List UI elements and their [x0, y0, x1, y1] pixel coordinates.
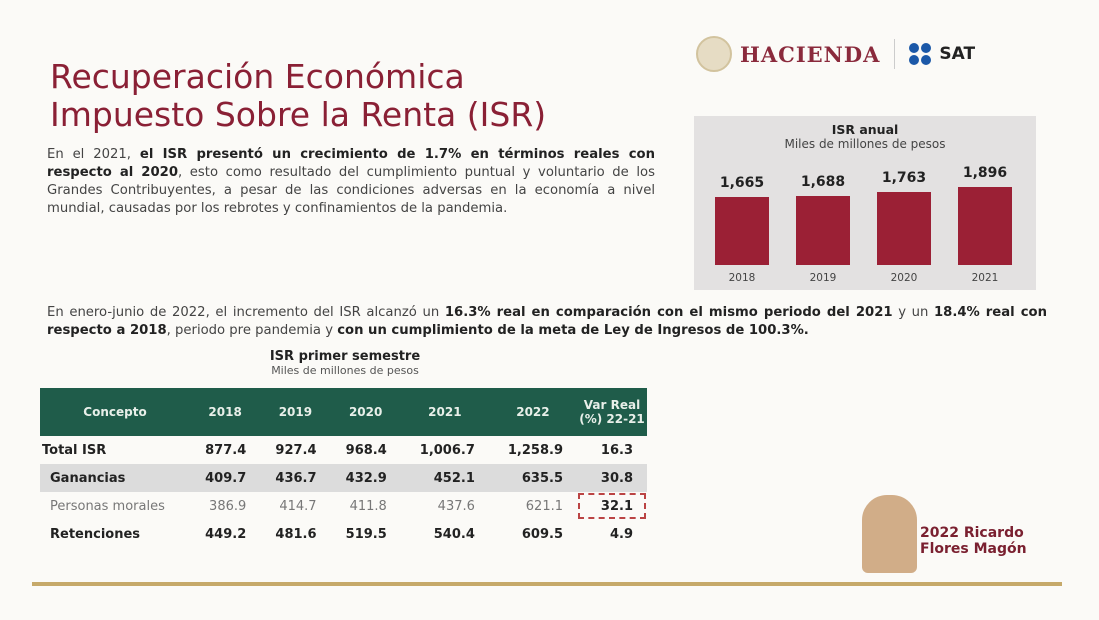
table-cell: 436.7	[260, 464, 331, 492]
table-cell: 30.8	[577, 464, 647, 492]
bar	[877, 192, 931, 265]
paragraph-2: En enero-junio de 2022, el incremento de…	[47, 305, 1047, 338]
chart-subtitle: Miles de millones de pesos	[784, 137, 946, 151]
isr-annual-chart: ISR anual Miles de millones de pesos 1,6…	[694, 116, 1036, 290]
x-tick-label: 2018	[728, 272, 756, 284]
table-cell: 1,006.7	[419, 442, 475, 458]
column-header: Concepto	[40, 388, 190, 436]
x-tick-label: 2019	[809, 272, 837, 284]
table-cell: Total ISR	[42, 442, 107, 458]
column-header: 2022	[488, 388, 577, 436]
table-row: Retenciones 449.2 481.6 519.5 540.4 609.5 4.9	[40, 520, 647, 548]
chart-title: ISR anual	[831, 122, 899, 137]
table-cell: 32.1	[577, 492, 647, 520]
table-cell: 540.4	[433, 526, 475, 542]
bar-label: 1,763	[881, 170, 927, 187]
column-header: 2020	[330, 388, 401, 436]
table-title: ISR primer semestre	[269, 349, 421, 364]
table-cell: 437.6	[437, 498, 475, 514]
table-cell: 414.7	[279, 498, 317, 514]
column-header: Var Real (%) 22-21	[577, 388, 647, 436]
column-header: 2018	[190, 388, 261, 436]
table-row: Total ISR 877.4 927.4 968.4 1,006.7 1,258.9 16…	[40, 436, 647, 464]
hacienda-logo: HACIENDA	[740, 41, 881, 67]
table-cell: 968.4	[345, 442, 387, 458]
x-tick-label: 2020	[890, 272, 918, 284]
bar	[958, 187, 1012, 265]
table-cell: 635.5	[488, 464, 577, 492]
bar-label: 1,665	[719, 174, 765, 191]
bar	[796, 195, 850, 265]
table-cell: Ganancias	[40, 464, 190, 492]
sat-logo: SAT	[939, 44, 976, 64]
table-cell: 481.6	[275, 526, 317, 542]
table-cell: 1,258.9	[507, 442, 563, 458]
bar-label: 1,896	[962, 165, 1008, 181]
paragraph-1: En el 2021, el ISR presentó un crecimien…	[47, 147, 656, 216]
table-cell: Personas morales	[50, 498, 165, 514]
table-subtitle: Miles de millones de pesos	[271, 364, 419, 377]
x-tick-label: 2021	[971, 272, 999, 284]
table-cell: 449.2	[205, 526, 247, 542]
isr-table: Concepto 2018 2019 2020 2021 2022 Var Real (%)…	[40, 388, 647, 548]
table-cell: 411.8	[349, 498, 387, 514]
table-cell: 452.1	[400, 464, 489, 492]
logos: HACIENDA SAT	[696, 36, 975, 72]
seal-icon	[696, 36, 732, 72]
table-row: Ganancias 409.7 436.7 432.9 452.1 635.5 30.8	[40, 464, 647, 492]
table-cell: 877.4	[205, 442, 247, 458]
column-header: 2019	[260, 388, 331, 436]
table-cell: 4.9	[609, 526, 633, 542]
table-cell: 386.9	[209, 498, 247, 514]
table-cell: 519.5	[345, 526, 387, 542]
table-cell: 432.9	[330, 464, 401, 492]
divider	[32, 582, 1062, 586]
bar-label: 1,688	[800, 173, 846, 190]
table-cell: 609.5	[521, 526, 563, 542]
table-row: Personas morales 386.9 414.7 411.8 437.6 621.…	[40, 492, 647, 520]
table-cell: 409.7	[190, 464, 261, 492]
page-title: Recuperación Económica Impuesto Sobre la …	[50, 57, 547, 134]
table-cell: Retenciones	[50, 526, 141, 542]
table-cell: 621.1	[525, 498, 563, 514]
sat-icon	[909, 43, 932, 65]
table-cell: 927.4	[275, 442, 317, 458]
flores-magon-logo: 2022 Ricardo Flores Magón	[862, 495, 1037, 575]
table-cell: 16.3	[600, 442, 633, 458]
bar	[715, 196, 769, 265]
column-header: 2021	[400, 388, 489, 436]
